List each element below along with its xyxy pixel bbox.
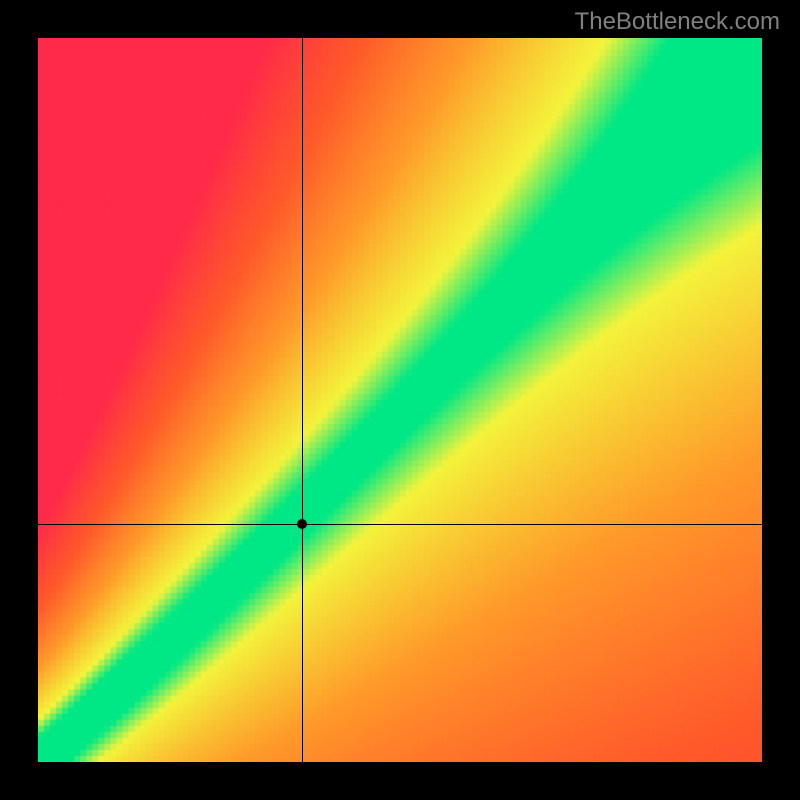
marker-dot [297, 519, 307, 529]
crosshair-horizontal [38, 524, 762, 525]
crosshair-vertical [302, 38, 303, 762]
heatmap-canvas [38, 38, 762, 762]
plot-area [38, 38, 762, 762]
watermark-text: TheBottleneck.com [575, 8, 780, 36]
